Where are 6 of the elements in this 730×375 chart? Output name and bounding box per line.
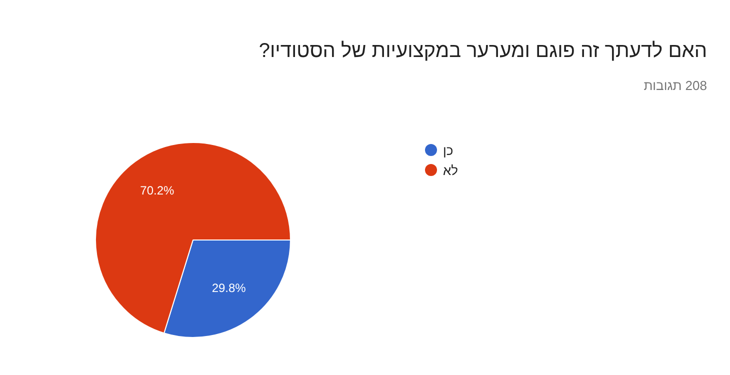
- legend-label: לא: [443, 162, 458, 178]
- chart-title: האם לדעתך זה פוגם ומערער במקצועיות של הסטודיו?: [258, 40, 707, 63]
- text: 208 תגובות: [644, 78, 707, 93]
- data-label: 29.8%: [212, 280, 246, 295]
- data-label: 70.2%: [140, 184, 174, 198]
- legend-label: כן: [443, 142, 454, 158]
